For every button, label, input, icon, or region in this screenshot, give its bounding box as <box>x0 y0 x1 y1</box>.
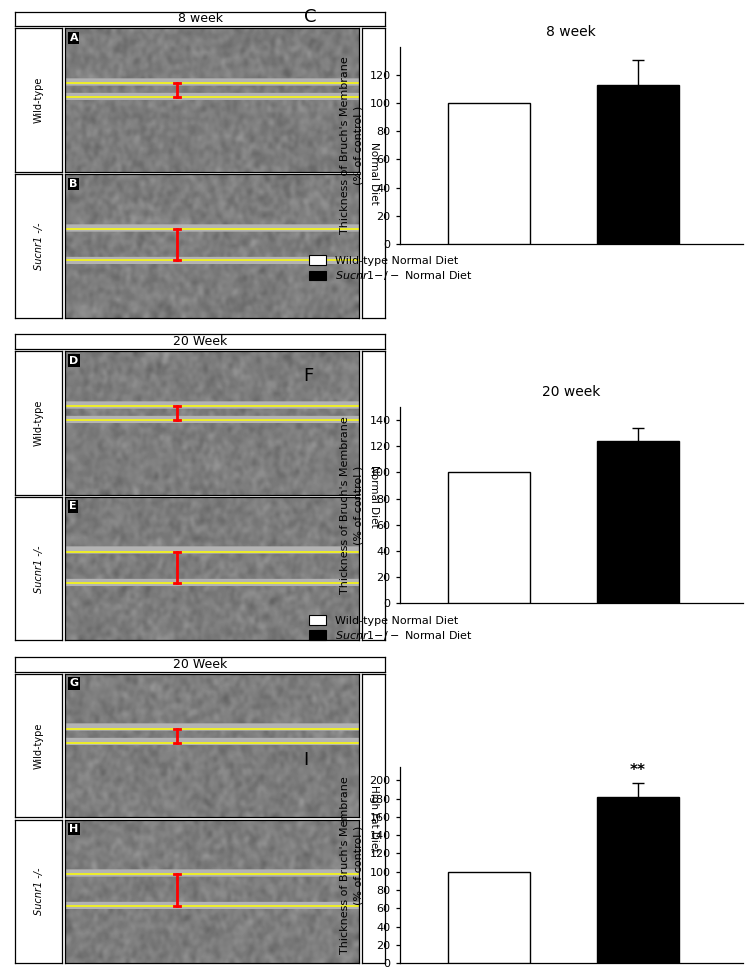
Bar <box>448 472 530 604</box>
Text: **: ** <box>630 762 646 778</box>
Text: Wild-type: Wild-type <box>34 722 44 769</box>
Legend: Wild-type Normal Diet, $\it{Sucnr1}$$\it{-/-}$ Normal Diet: Wild-type Normal Diet, $\it{Sucnr1}$$\it… <box>309 255 472 283</box>
Bar <box>597 441 680 604</box>
Text: C: C <box>304 8 316 25</box>
Text: 20 Week: 20 Week <box>173 658 227 671</box>
Text: Wild-type: Wild-type <box>34 400 44 446</box>
Text: Wild-type: Wild-type <box>34 77 44 123</box>
Text: 8 week: 8 week <box>178 13 223 25</box>
Text: Normal Diet: Normal Diet <box>368 142 379 204</box>
Text: H: H <box>70 824 79 834</box>
Text: Sucnr1 -/-: Sucnr1 -/- <box>34 868 44 916</box>
Bar <box>448 872 530 963</box>
Text: A: A <box>70 33 78 43</box>
Text: Normal Diet: Normal Diet <box>368 464 379 527</box>
Legend: Wild-type Normal Diet, $\it{Sucnr1}$$\it{-/-}$ Normal Diet: Wild-type Normal Diet, $\it{Sucnr1}$$\it… <box>309 615 472 642</box>
Text: High Fat Diet: High Fat Diet <box>368 785 379 853</box>
Bar <box>597 85 680 244</box>
Text: 20 Week: 20 Week <box>173 335 227 349</box>
Bar <box>448 103 530 244</box>
Text: D: D <box>70 355 79 366</box>
Y-axis label: Thickness of Bruch's Membrane
(% of control ): Thickness of Bruch's Membrane (% of cont… <box>340 56 364 234</box>
Text: E: E <box>70 501 77 512</box>
Y-axis label: Thickness of Bruch's Membrane
(% of control ): Thickness of Bruch's Membrane (% of cont… <box>340 776 364 954</box>
Text: B: B <box>70 179 78 188</box>
Bar <box>597 797 680 963</box>
Text: Sucnr1 -/-: Sucnr1 -/- <box>34 222 44 270</box>
Title: 8 week: 8 week <box>546 25 596 39</box>
Text: F: F <box>304 367 313 385</box>
Y-axis label: Thickness of Bruch's Membrane
(% of control ): Thickness of Bruch's Membrane (% of cont… <box>340 417 364 594</box>
Text: G: G <box>70 679 79 688</box>
Text: Sucnr1 -/-: Sucnr1 -/- <box>34 545 44 592</box>
Title: 20 week: 20 week <box>542 385 600 399</box>
Text: I: I <box>304 751 309 769</box>
